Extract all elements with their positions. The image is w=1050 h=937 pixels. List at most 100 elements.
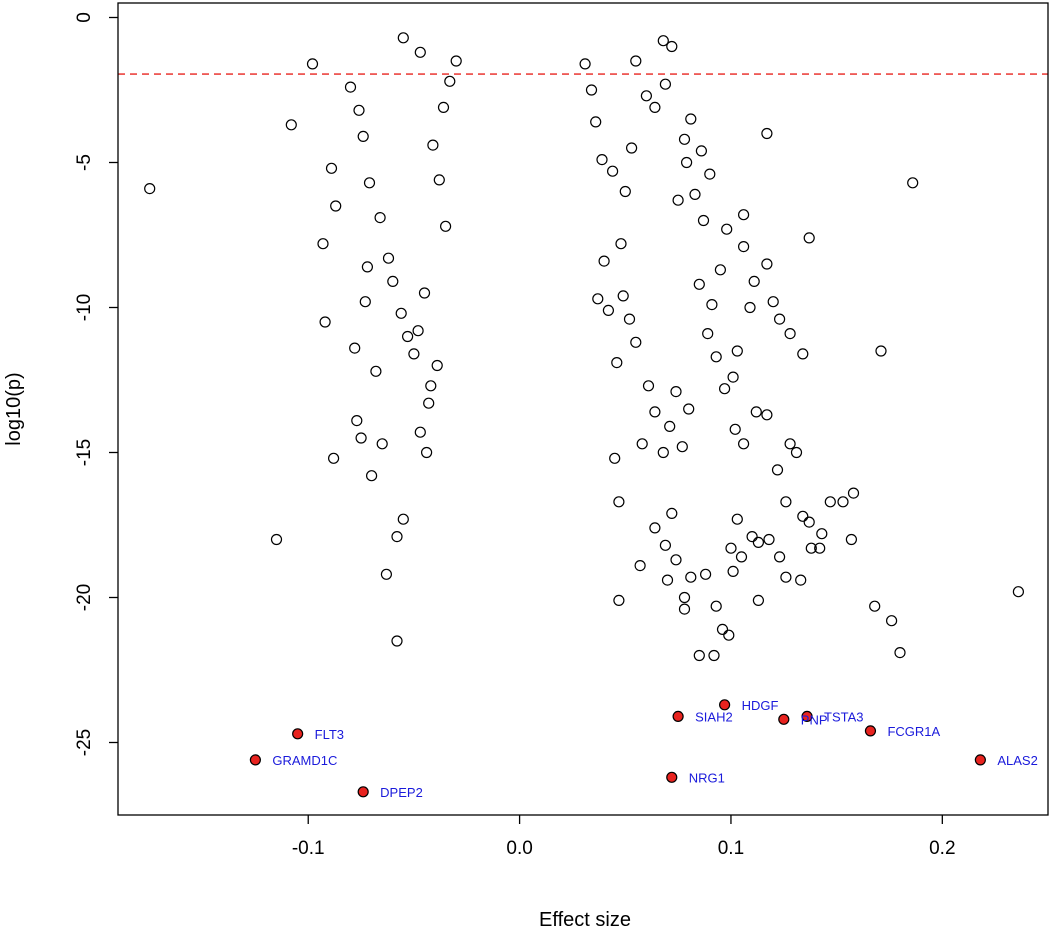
- data-point: [784, 438, 796, 450]
- data-point: [355, 432, 367, 444]
- data-point: [317, 238, 329, 250]
- highlighted-point: [357, 786, 369, 798]
- data-point: [357, 130, 369, 142]
- data-point: [676, 441, 688, 453]
- data-point: [695, 145, 708, 157]
- data-point: [907, 177, 919, 189]
- data-point: [319, 316, 331, 328]
- data-point: [433, 174, 445, 186]
- data-point: [619, 185, 631, 198]
- data-point: [731, 513, 743, 525]
- gene-label: NRG1: [689, 770, 725, 785]
- data-point: [402, 330, 414, 343]
- data-point: [761, 409, 773, 421]
- y-tick-label: -25: [74, 729, 95, 756]
- data-point: [397, 32, 409, 44]
- highlighted-point: [778, 713, 790, 725]
- data-point: [625, 142, 638, 154]
- highlighted-point: [974, 754, 986, 766]
- data-point: [727, 371, 739, 383]
- data-point: [659, 78, 672, 90]
- data-point: [731, 345, 743, 357]
- data-point: [797, 348, 809, 360]
- data-point: [649, 101, 661, 114]
- data-point: [697, 214, 710, 227]
- data-point: [602, 304, 615, 316]
- data-point: [615, 238, 627, 250]
- data-point: [885, 615, 898, 627]
- data-point: [414, 426, 426, 438]
- data-point: [596, 154, 608, 166]
- data-point: [431, 359, 443, 372]
- data-point: [723, 629, 735, 641]
- data-point: [344, 81, 357, 93]
- data-point: [440, 220, 452, 232]
- x-tick-label: 0.2: [929, 838, 955, 859]
- data-point: [710, 600, 722, 612]
- highlight-layer: [249, 699, 986, 798]
- highlighted-point: [864, 725, 877, 737]
- data-point: [661, 574, 674, 586]
- data-point: [875, 345, 887, 357]
- data-point: [710, 351, 722, 363]
- data-point: [704, 168, 716, 180]
- data-point: [353, 104, 365, 116]
- data-point: [761, 258, 773, 270]
- data-point: [752, 536, 765, 549]
- highlighted-point: [672, 710, 684, 723]
- data-point: [387, 275, 399, 287]
- data-point: [437, 101, 450, 114]
- data-point: [702, 328, 714, 340]
- data-point: [349, 342, 361, 354]
- data-point: [359, 296, 371, 308]
- data-point: [678, 133, 691, 145]
- data-point: [408, 348, 420, 360]
- data-point: [771, 464, 784, 476]
- y-axis-title: log10(p): [3, 372, 25, 445]
- data-point: [606, 165, 619, 177]
- data-point: [721, 223, 733, 235]
- data-point: [144, 183, 156, 195]
- data-point: [735, 551, 748, 563]
- data-point: [330, 200, 342, 212]
- data-point: [391, 530, 403, 543]
- data-point: [685, 113, 697, 125]
- data-point: [613, 496, 625, 508]
- data-point: [780, 496, 792, 508]
- data-point: [678, 591, 691, 604]
- data-point: [592, 293, 604, 305]
- data-point: [737, 209, 750, 221]
- data-point: [421, 446, 433, 459]
- data-point: [412, 325, 424, 337]
- data-point: [634, 559, 646, 572]
- data-point: [837, 496, 849, 508]
- data-point: [824, 496, 836, 508]
- x-axis: -0.1 0.0 0.1 0.2: [292, 815, 956, 859]
- data-point: [816, 528, 828, 540]
- gene-label: GRAMD1C: [272, 753, 337, 768]
- gene-label: TSTA3: [824, 709, 864, 724]
- gene-label: FLT3: [315, 727, 344, 742]
- data-point: [814, 542, 826, 554]
- data-point: [328, 452, 340, 464]
- gene-label: HDGF: [742, 698, 779, 713]
- data-point: [450, 55, 462, 67]
- data-point: [649, 522, 661, 534]
- data-point: [391, 635, 403, 647]
- data-point: [664, 420, 676, 432]
- data-point: [693, 278, 705, 290]
- data-point: [689, 188, 701, 200]
- data-point: [685, 571, 697, 583]
- data-point: [630, 55, 642, 67]
- data-point: [418, 287, 431, 299]
- data-point: [370, 365, 382, 377]
- data-point: [737, 241, 750, 253]
- data-point: [761, 127, 773, 140]
- data-point: [366, 470, 378, 482]
- gene-label: FCGR1A: [887, 724, 940, 739]
- gene-label: PNP: [801, 712, 828, 727]
- data-point: [590, 116, 602, 128]
- data-point: [649, 406, 661, 418]
- data-point: [423, 397, 435, 409]
